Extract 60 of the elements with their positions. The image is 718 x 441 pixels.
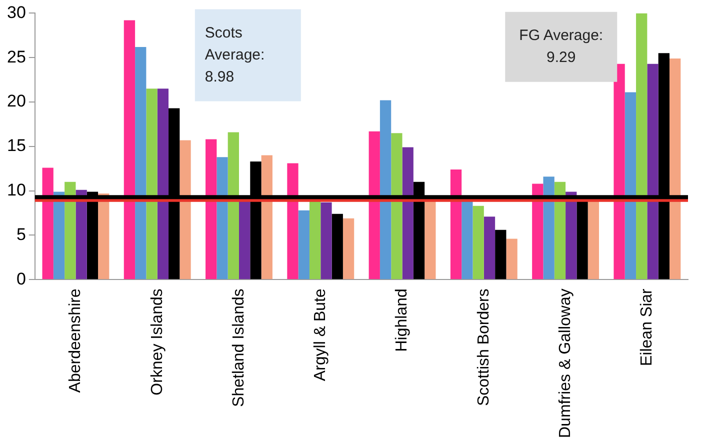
annotation: FG Average: 9.29 [519, 27, 604, 66]
y-tick-label: 15 [6, 136, 26, 156]
bar [391, 133, 402, 280]
x-tick-label: Dumfries & Galloway [556, 288, 574, 438]
y-tick-label: 25 [6, 47, 26, 66]
bar [342, 218, 354, 280]
x-tick-label: Argyll & Bute [312, 288, 330, 382]
bar [309, 200, 321, 280]
bar [647, 64, 658, 280]
bar [239, 200, 250, 280]
bar [228, 132, 239, 280]
y-tick-label: 20 [6, 92, 26, 111]
bar [332, 214, 343, 280]
bar [287, 163, 298, 280]
bar [157, 88, 169, 280]
x-tick-label: Orkney Islands [148, 288, 166, 396]
bar [380, 100, 392, 280]
bar [669, 58, 681, 280]
bar [64, 182, 76, 280]
bar [484, 216, 496, 280]
bar [588, 200, 600, 280]
bar [424, 200, 436, 280]
y-tick-label: 10 [6, 180, 26, 200]
x-tick-label: Aberdeenshire [67, 288, 84, 393]
bar [180, 140, 191, 280]
bar [543, 176, 554, 280]
x-tick-label: Scottish Borders [475, 288, 492, 406]
bar [566, 192, 577, 280]
bar [472, 206, 484, 280]
bar [135, 46, 146, 280]
bar [636, 13, 648, 280]
y-tick-label: 5 [16, 224, 26, 244]
bar [298, 210, 310, 280]
bar [506, 238, 518, 280]
bar [76, 190, 87, 280]
x-tick-label: Shetland Islands [230, 288, 248, 407]
x-tick-label: Highland [394, 288, 411, 352]
bar [614, 64, 625, 280]
bar [402, 147, 414, 280]
bar [124, 20, 136, 280]
y-tick-label: 0 [16, 269, 26, 288]
bar [206, 139, 217, 280]
bar [462, 200, 473, 280]
bar [576, 200, 588, 280]
bar [624, 92, 636, 280]
bar [532, 184, 544, 280]
bar [146, 88, 158, 280]
bar [98, 193, 110, 280]
bar [320, 202, 332, 280]
bar [216, 157, 228, 280]
bar [42, 168, 54, 280]
bar [261, 155, 272, 280]
bar [368, 131, 380, 280]
x-tick-label: Eilean Siar [638, 288, 656, 366]
annotation: Scots Average: 8.98 [204, 24, 265, 86]
bar [53, 192, 65, 280]
y-tick-label: 30 [6, 2, 26, 22]
bar [495, 230, 506, 280]
bar [450, 170, 462, 280]
bar [554, 182, 566, 280]
